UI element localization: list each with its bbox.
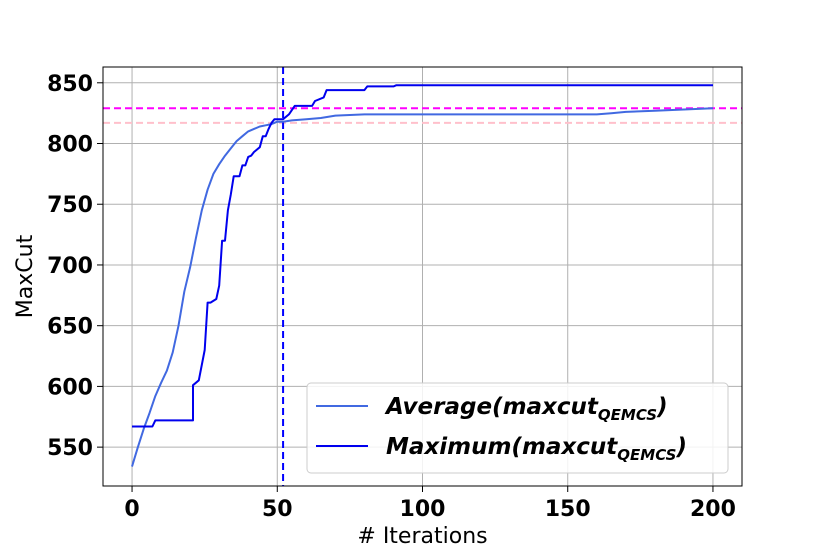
legend: Average(maxcutQEMCS) Maximum(maxcutQEMCS) <box>306 382 729 474</box>
y-tick-label: 700 <box>47 254 93 279</box>
series-lines <box>131 84 714 467</box>
y-tick-label: 650 <box>47 315 93 340</box>
legend-entry: Maximum(maxcutQEMCS) <box>386 434 687 464</box>
x-axis-label: # Iterations <box>357 524 487 546</box>
y-tick-label: 800 <box>47 133 93 158</box>
legend-box <box>306 382 729 474</box>
series-line-maximum <box>132 84 713 428</box>
legend-entry: Average(maxcutQEMCS) <box>384 394 668 424</box>
x-tick-label: 100 <box>400 497 446 522</box>
reference-lines <box>103 67 742 486</box>
y-tick-label: 600 <box>47 375 93 400</box>
x-tick-label: 200 <box>690 497 736 522</box>
x-tick-label: 150 <box>545 497 591 522</box>
y-axis-label: MaxCut <box>13 234 38 318</box>
y-tick-label: 850 <box>47 72 93 97</box>
series-line-average <box>131 107 714 467</box>
y-tick-label: 550 <box>47 436 93 461</box>
x-tick-label: 50 <box>262 497 293 522</box>
x-tick-label: 0 <box>124 497 139 522</box>
y-tick-label: 750 <box>47 193 93 218</box>
ticks: 0 50 100 150 200 550 600 650 700 750 800 850 <box>47 72 736 522</box>
